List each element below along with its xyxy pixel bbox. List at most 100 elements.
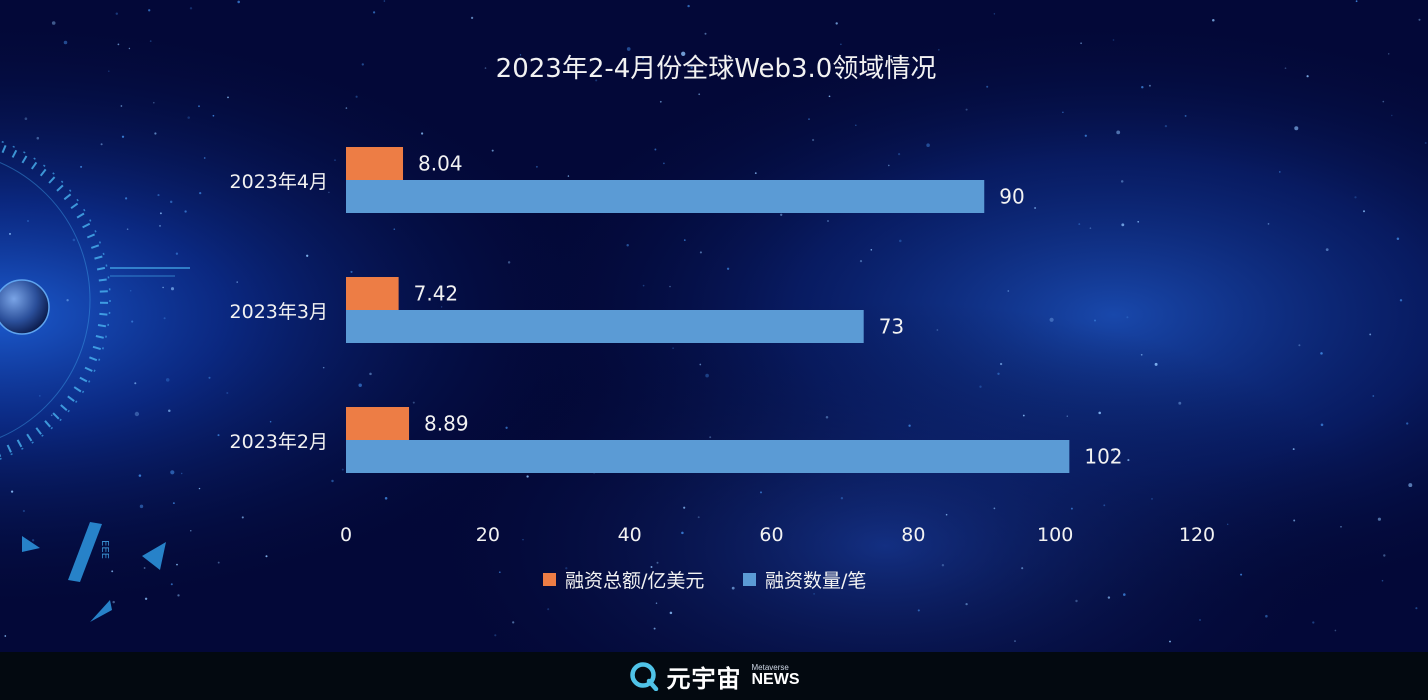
star [1284, 67, 1287, 70]
star [9, 232, 11, 235]
star [759, 491, 763, 494]
star [754, 172, 757, 174]
star [129, 290, 132, 292]
star [31, 539, 35, 542]
bar-chart: 2023年2-4月份全球Web3.0领域情况 2023年4月2023年3月202… [230, 54, 1216, 592]
star [369, 372, 372, 376]
star [945, 513, 948, 516]
star [705, 373, 709, 378]
star [683, 239, 686, 241]
hud-tick [26, 433, 33, 442]
star [51, 21, 56, 25]
x-tick-label: 40 [618, 524, 642, 546]
star [159, 212, 162, 215]
star [908, 424, 911, 427]
hud-tick [48, 176, 56, 184]
hud-tick [44, 420, 51, 428]
bar-funding-count [346, 180, 985, 213]
star [936, 329, 939, 331]
bar-funding-amount [346, 147, 404, 180]
star [870, 249, 873, 251]
star [163, 317, 166, 320]
star [1320, 423, 1324, 427]
hud-tick [99, 312, 108, 316]
star [131, 320, 134, 323]
star [361, 63, 364, 66]
star [139, 504, 144, 509]
hud-triangles [22, 522, 166, 622]
star [331, 479, 334, 483]
star [1022, 414, 1025, 417]
star [1141, 85, 1144, 89]
star [328, 191, 330, 194]
star [813, 593, 815, 595]
star [567, 175, 570, 177]
hud-tick [16, 439, 23, 448]
star [1178, 401, 1182, 405]
star [322, 366, 325, 369]
hud-tick [84, 366, 93, 372]
star [926, 143, 930, 147]
hud-tick [79, 376, 88, 383]
hud-tick [90, 244, 100, 249]
star [1184, 114, 1187, 117]
star [144, 597, 148, 600]
star [1103, 504, 1106, 507]
star [699, 363, 702, 366]
star [999, 362, 1003, 366]
star [38, 395, 41, 397]
star [726, 267, 730, 270]
x-tick-label: 80 [901, 524, 925, 546]
star [1021, 567, 1024, 570]
star [653, 627, 656, 630]
star [1116, 130, 1121, 135]
brand-logo-icon [629, 662, 658, 691]
star [519, 54, 522, 56]
bar-funding-amount [346, 277, 399, 310]
brand-name: 元宇宙 [666, 664, 742, 693]
star [1354, 196, 1357, 199]
star [1372, 395, 1375, 397]
star [1169, 640, 1171, 643]
star [1049, 317, 1054, 322]
bar-funding-count [346, 440, 1070, 473]
bar-funding-count [346, 310, 864, 343]
star [36, 136, 40, 140]
star [855, 124, 857, 127]
star [941, 564, 945, 567]
legend: 融资总额/亿美元 融资数量/笔 [543, 570, 866, 592]
star [709, 436, 712, 439]
star [80, 165, 83, 168]
star [334, 159, 336, 161]
star [265, 555, 268, 558]
data-label: 7.42 [414, 282, 459, 306]
star [642, 284, 645, 287]
star [1406, 422, 1409, 425]
star [384, 497, 388, 500]
star [659, 100, 662, 103]
star [180, 472, 183, 475]
star [341, 468, 344, 471]
hud-tick [98, 278, 107, 282]
hud-tick [52, 412, 60, 420]
hud-tick [92, 345, 101, 351]
star [212, 114, 215, 117]
brand-sub-small: Metaverse [751, 663, 789, 672]
star [812, 138, 815, 142]
hud-tick [94, 255, 103, 260]
star [306, 254, 309, 257]
star [1292, 448, 1295, 451]
star [226, 391, 229, 395]
star [1154, 362, 1158, 366]
star [1320, 352, 1323, 355]
star [1034, 207, 1037, 209]
star [190, 530, 192, 532]
star [393, 228, 396, 230]
star [669, 611, 673, 615]
star [1089, 227, 1092, 229]
star [165, 378, 170, 382]
legend-label: 融资数量/笔 [765, 570, 866, 592]
star [1408, 483, 1413, 488]
star [420, 132, 424, 135]
star [1418, 18, 1421, 21]
